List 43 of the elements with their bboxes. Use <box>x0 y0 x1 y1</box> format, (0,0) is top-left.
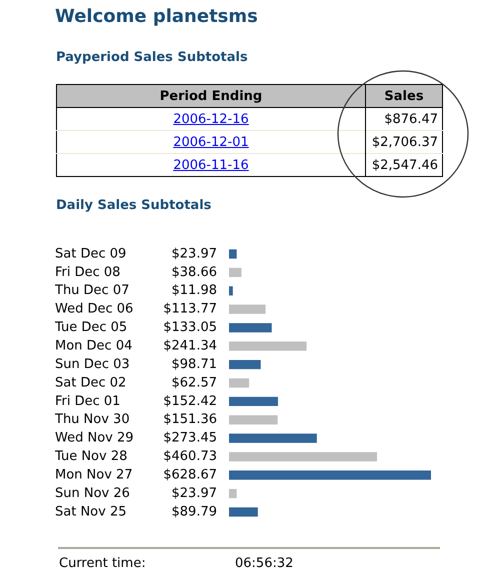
text: $2,706.37 <box>372 134 438 150</box>
y-tick-label: Sun Nov 26 <box>55 486 130 501</box>
y-tick-label: Mon Dec 04 <box>55 338 132 354</box>
y-tick-label: Sat Dec 02 <box>55 375 126 390</box>
data-label: $98.71 <box>172 356 217 372</box>
text: Welcome planetsms <box>55 6 258 27</box>
text: Payperiod Sales Subtotals <box>56 50 248 65</box>
text: Current time: <box>59 556 146 571</box>
y-tick-label: Sat Nov 25 <box>55 504 126 520</box>
data-label: $460.73 <box>163 449 217 464</box>
y-tick-label: Thu Nov 30 <box>54 412 130 428</box>
text: Period Ending <box>160 88 262 104</box>
y-tick-label: Wed Nov 29 <box>55 430 134 446</box>
y-tick-label: Wed Dec 06 <box>55 302 134 317</box>
data-label: $628.67 <box>163 468 217 483</box>
y-tick-label: Thu Dec 07 <box>54 283 130 298</box>
data-label: $89.79 <box>172 504 217 520</box>
data-label: $113.77 <box>163 302 217 317</box>
data-label: $23.97 <box>172 246 217 262</box>
y-tick-label: Tue Dec 05 <box>54 320 128 336</box>
y-tick-label: Tue Nov 28 <box>54 449 128 464</box>
data-label: $133.05 <box>163 320 217 336</box>
data-label: $38.66 <box>172 264 217 280</box>
chart-title: Daily Sales Subtotals <box>56 198 212 213</box>
data-label: $23.97 <box>172 486 217 501</box>
data-label: $62.57 <box>172 375 217 390</box>
text: 2006-12-16 <box>173 112 249 126</box>
y-tick-label: Fri Dec 08 <box>55 264 120 280</box>
data-label: $273.45 <box>163 430 217 446</box>
text: 2006-12-01 <box>173 134 249 150</box>
data-label: $11.98 <box>172 283 217 298</box>
y-tick-label: Sun Dec 03 <box>55 356 130 372</box>
data-label: $151.36 <box>163 412 217 428</box>
data-label: $152.42 <box>163 394 217 409</box>
text: $2,547.46 <box>372 158 438 172</box>
y-tick-label: Fri Dec 01 <box>55 394 120 409</box>
y-tick-label: Sat Dec 09 <box>55 246 126 262</box>
text: Sales <box>384 88 424 104</box>
text: $876.47 <box>384 112 438 126</box>
text: 2006-11-16 <box>173 158 249 172</box>
data-label: $241.34 <box>163 338 217 354</box>
text: 06:56:32 <box>235 556 294 571</box>
y-tick-label: Mon Nov 27 <box>55 468 133 483</box>
